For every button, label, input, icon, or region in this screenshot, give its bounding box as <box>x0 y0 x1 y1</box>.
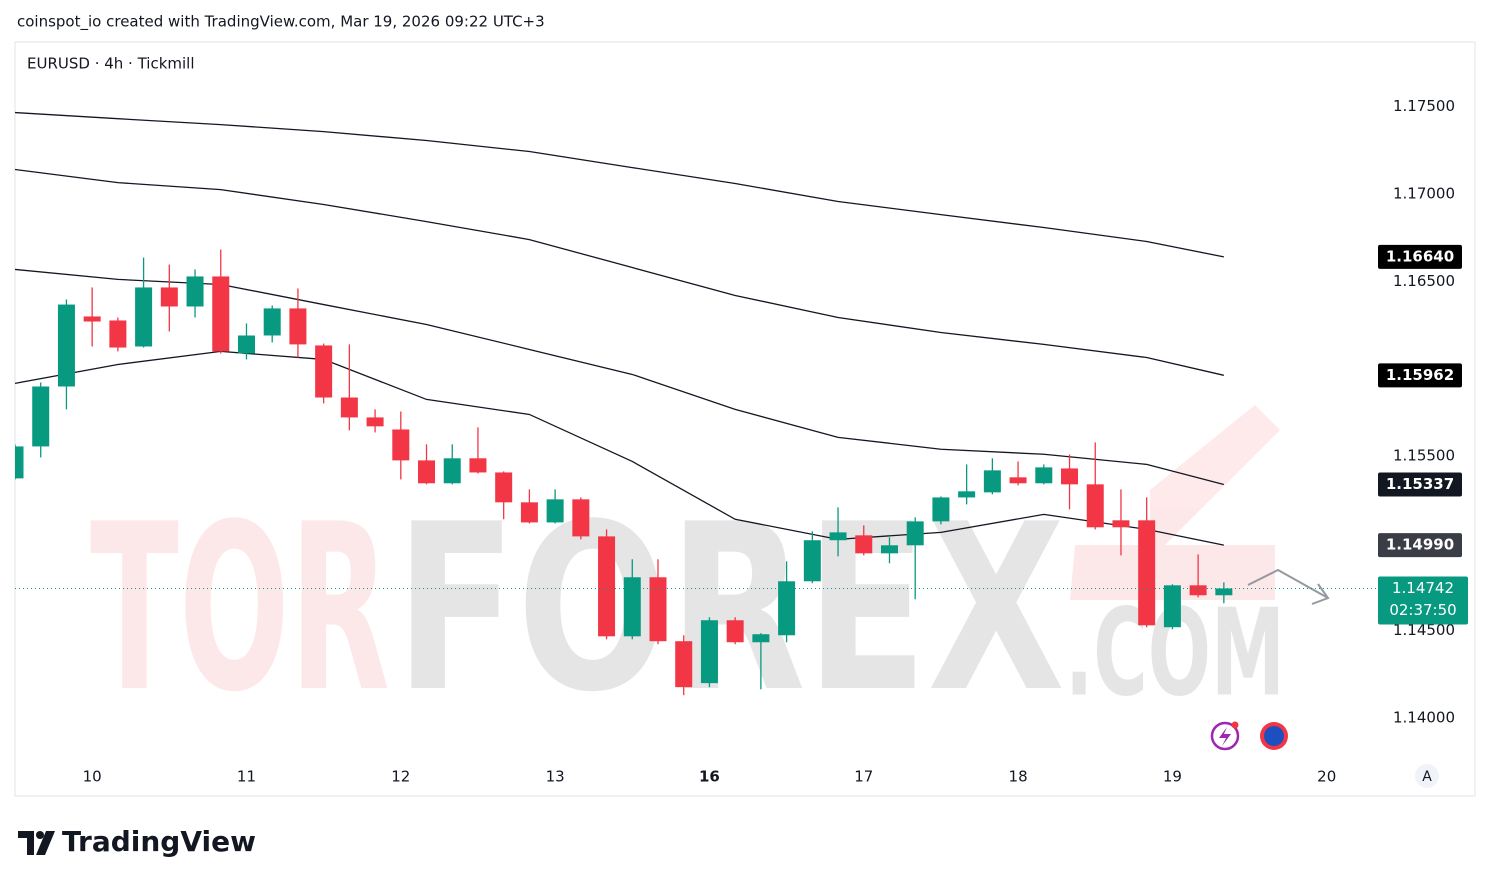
candle-body <box>1112 520 1130 528</box>
price-label: 1.15962 <box>1386 366 1454 384</box>
candle-body <box>237 335 255 354</box>
candle-body <box>958 491 976 498</box>
candle-body <box>1035 467 1053 484</box>
candle-body <box>520 502 538 523</box>
footer-brand: TradingView <box>62 825 256 858</box>
candle-body <box>1215 588 1233 596</box>
candle-body <box>1009 477 1027 484</box>
price-label-box <box>1378 363 1462 388</box>
candle-body <box>1163 585 1181 628</box>
moving-average <box>15 168 1224 376</box>
x-tick-label: 10 <box>83 768 102 786</box>
candle-body <box>418 460 436 484</box>
candle-body <box>855 535 873 554</box>
plot <box>15 111 1233 696</box>
candle-body <box>572 499 590 537</box>
logo-mark <box>36 831 55 855</box>
alert-icon-bolt <box>1219 727 1231 746</box>
price-label: 1.16640 <box>1386 247 1454 265</box>
candle-body <box>1061 468 1079 485</box>
candle-body <box>598 536 616 637</box>
candle-body <box>906 521 924 546</box>
y-tick-label: 1.17000 <box>1393 184 1455 202</box>
candle-body <box>212 276 230 352</box>
candle-body <box>623 577 641 637</box>
candle-body <box>392 429 410 461</box>
y-tick-label: 1.14500 <box>1393 621 1455 639</box>
candle-body <box>57 304 75 387</box>
candle-body <box>932 497 950 522</box>
logo-mark <box>18 831 34 855</box>
candle-body <box>340 397 358 418</box>
candle-body <box>1189 585 1207 596</box>
countdown: 02:37:50 <box>1389 601 1456 619</box>
y-tick-label: 1.16500 <box>1393 272 1455 290</box>
price-label-box <box>1378 533 1462 558</box>
watermark-check <box>1070 405 1280 600</box>
candle-body <box>83 316 101 322</box>
candle-body <box>289 308 307 345</box>
price-label: 1.15337 <box>1386 475 1454 493</box>
candle-body <box>263 308 281 336</box>
x-tick-label: 18 <box>1009 768 1028 786</box>
candle-body <box>469 458 487 473</box>
candle-body <box>366 417 384 427</box>
price-label-box <box>1378 576 1468 625</box>
scale-button-label: A <box>1422 769 1432 785</box>
candle-body <box>546 499 564 523</box>
price-label-box <box>1378 472 1462 497</box>
candle-body <box>315 345 333 398</box>
candle-body <box>1138 520 1156 626</box>
y-tick-label: 1.15500 <box>1393 447 1455 465</box>
event-icon-flag <box>1264 726 1284 746</box>
candle-body <box>32 386 50 447</box>
projection-arrow-head <box>1311 583 1330 605</box>
candle-body <box>495 472 513 503</box>
price-label-box <box>1378 244 1462 269</box>
candle-body <box>1086 484 1104 528</box>
candle-body <box>649 577 667 642</box>
candle-body <box>803 540 821 582</box>
candle-body <box>160 287 178 307</box>
header: coinspot_io created with TradingView.com… <box>17 13 545 32</box>
candle-body <box>829 532 847 541</box>
candle-body <box>983 470 1001 493</box>
logo-mark <box>36 831 44 839</box>
watermark: TOR FOREX .COM <box>90 405 1285 743</box>
watermark-text: TOR <box>90 476 390 743</box>
candle-body <box>752 634 770 643</box>
y-tick-label: 1.14000 <box>1393 709 1455 727</box>
candle-body <box>15 446 24 479</box>
moving-average <box>15 111 1224 258</box>
scale-button[interactable] <box>1415 764 1439 788</box>
x-tick-label: 17 <box>854 768 873 786</box>
candle-body <box>675 641 693 688</box>
x-tick-label: 20 <box>1317 768 1336 786</box>
price-label: 1.14990 <box>1386 536 1454 554</box>
symbol: EURUSD · 4h · Tickmill <box>27 55 195 73</box>
candle-body <box>778 581 796 636</box>
candle-body <box>135 287 153 347</box>
candle-body <box>443 458 461 484</box>
y-tick-label: 1.17500 <box>1393 97 1455 115</box>
x-tick-label: 19 <box>1163 768 1182 786</box>
candle-body <box>700 620 718 684</box>
x-tick-label: 16 <box>699 768 720 786</box>
candle-body <box>186 276 204 307</box>
alert-dot <box>1231 721 1239 729</box>
x-tick-label: 12 <box>391 768 410 786</box>
x-tick-label: 13 <box>546 768 565 786</box>
chart-frame <box>14 41 1476 797</box>
alert-icon[interactable] <box>1210 721 1240 751</box>
candle-body <box>109 320 127 348</box>
candle-body <box>880 545 898 554</box>
price-label: 1.14742 <box>1392 579 1454 597</box>
footer-logo: TradingView <box>18 825 256 858</box>
watermark-text: FOREX <box>395 476 1065 743</box>
candle-body <box>726 620 744 643</box>
x-tick-label: 11 <box>237 768 256 786</box>
